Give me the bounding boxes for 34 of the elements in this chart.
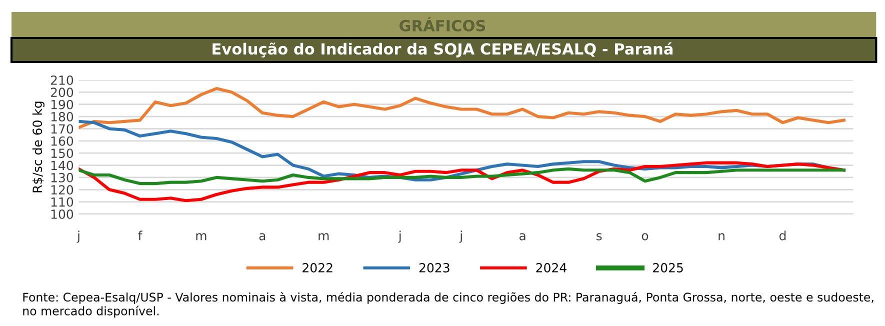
x-tick-label: f: [138, 230, 142, 240]
chart-title: GRÁFICOS: [400, 17, 486, 32]
x-tick-label: o: [642, 233, 648, 240]
y-tick-label: 120: [51, 185, 74, 195]
legend-label: 2025: [653, 262, 683, 272]
x-tick-label: a: [519, 233, 526, 240]
legend-label: 2022: [302, 262, 332, 272]
y-tick-label: 100: [51, 209, 74, 219]
y-tick-label: 190: [51, 100, 74, 110]
x-tick-label: d: [779, 230, 786, 240]
y-tick-label: 110: [51, 197, 74, 207]
x-tick-label: j: [398, 230, 401, 243]
source-note: Fonte: Cepea-Esalq/USP - Valores nominais à vista, média ponderada de cinco regiões do PR: Paranaguá, Ponta Grossa, norte, oeste e sudoeste, no mercado disponível.: [23, 292, 874, 318]
x-tick-label: n: [718, 233, 724, 240]
x-tick-label: m: [318, 233, 329, 240]
y-tick-label: 170: [51, 124, 74, 134]
line-series: [78, 167, 846, 186]
chart-subtitle: Evolução do Indicador da SOJA CEPEA/ESALQ - Paraná: [212, 42, 673, 58]
x-tick-label: a: [259, 233, 266, 240]
y-tick-label: 130: [51, 172, 74, 182]
x-tick-label: j: [459, 230, 462, 243]
legend-label: 2023: [419, 262, 450, 272]
y-axis-title: R$/sc de 60 kg: [32, 102, 44, 192]
y-tick-label: 210: [50, 75, 74, 85]
y-tick-label: 150: [51, 148, 74, 158]
x-tick-label: s: [596, 233, 602, 240]
x-tick-label: j: [76, 230, 80, 243]
legend-label: 2024: [536, 262, 566, 272]
y-tick-label: 180: [51, 112, 74, 122]
line-series: [78, 86, 846, 130]
x-tick-label: m: [196, 233, 206, 240]
y-tick-label: 200: [50, 88, 74, 98]
y-tick-label: 140: [51, 160, 74, 170]
y-tick-label: 160: [51, 136, 74, 146]
